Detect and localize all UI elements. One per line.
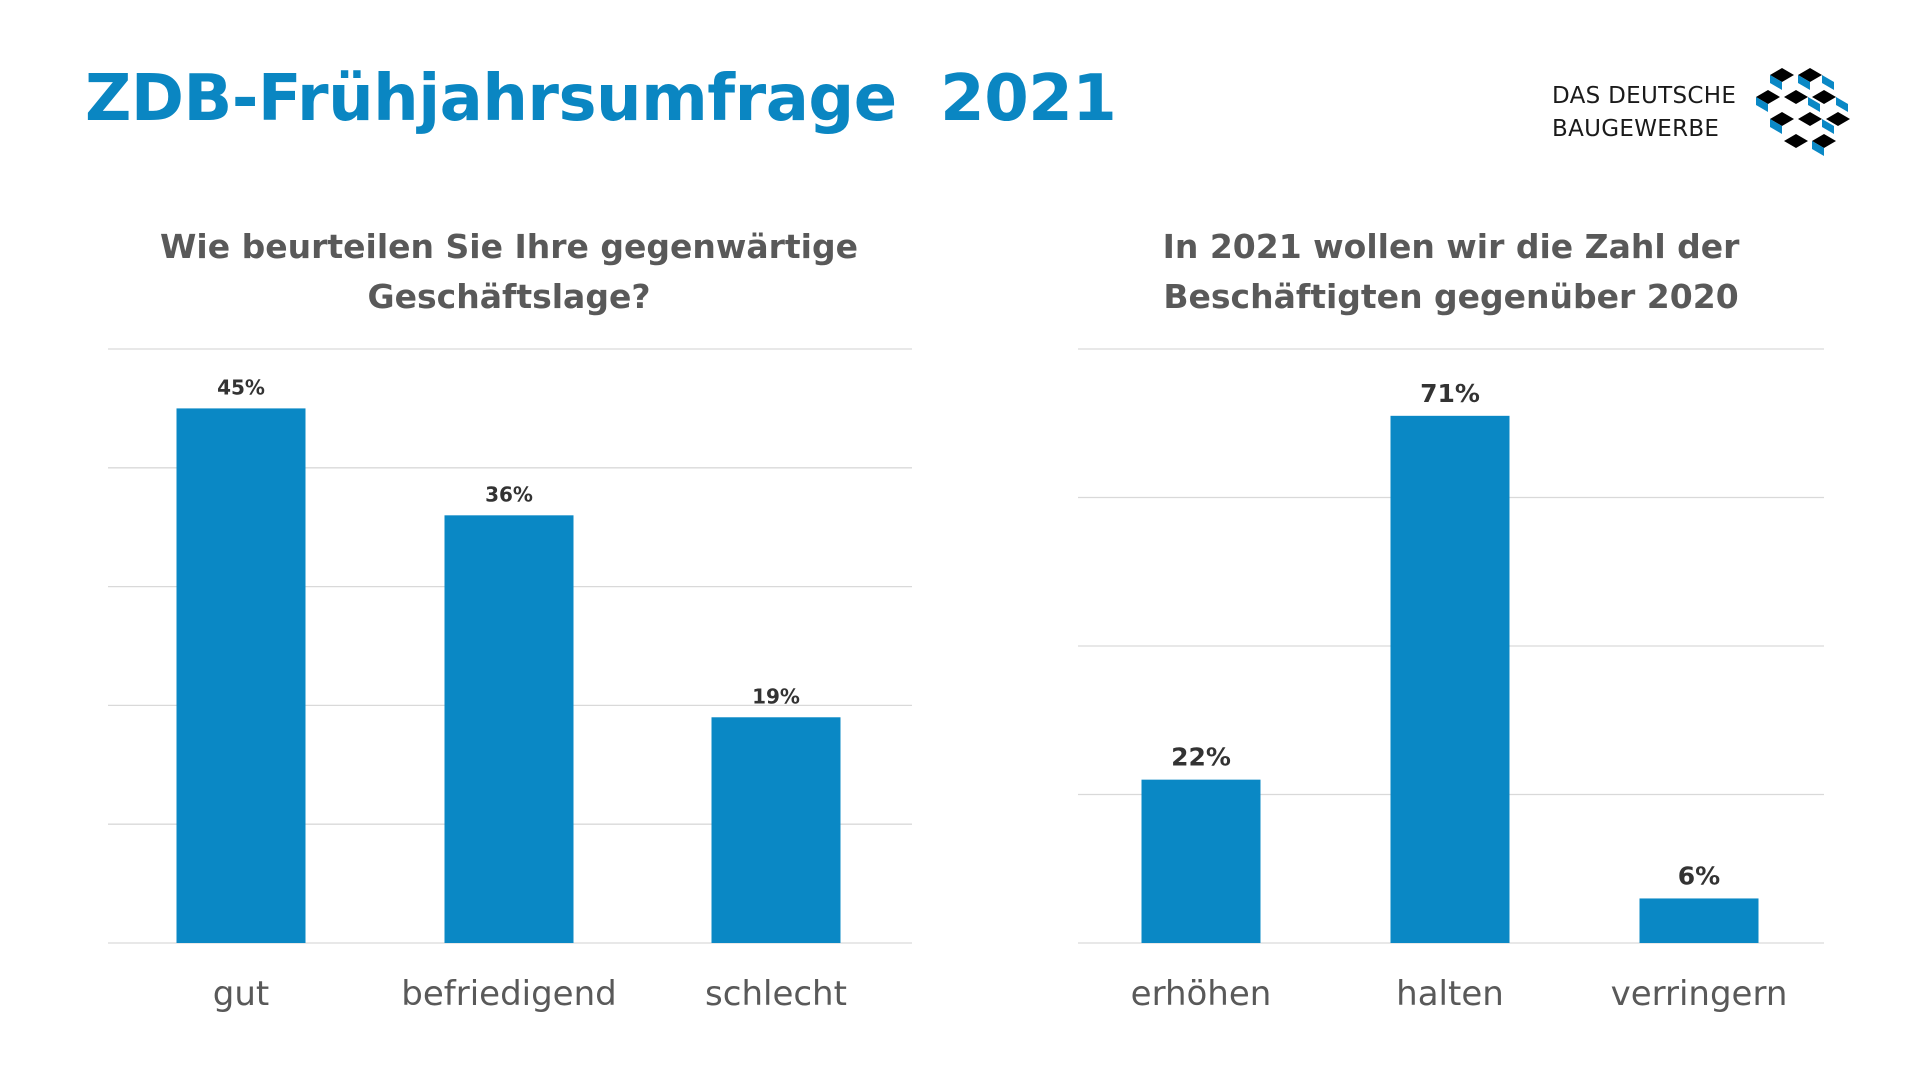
page-title: ZDB-Frühjahrsumfrage 2021 <box>85 62 1117 136</box>
brand-logo: DAS DEUTSCHE BAUGEWERBE <box>1552 68 1862 160</box>
data-label: 71% <box>1420 379 1480 408</box>
data-label: 22% <box>1171 743 1231 772</box>
data-label: 36% <box>485 482 533 506</box>
logo-cubes <box>1756 68 1850 156</box>
chart-left-title: Wie beurteilen Sie Ihre gegenwärtige Ges… <box>106 222 912 322</box>
logo-text-line1: DAS DEUTSCHE <box>1552 83 1737 109</box>
chart-right-title-line1: In 2021 wollen wir die Zahl der <box>1162 227 1740 266</box>
chart-right-title: In 2021 wollen wir die Zahl der Beschäft… <box>1078 222 1824 322</box>
logo-text: DAS DEUTSCHE BAUGEWERBE <box>1552 80 1736 146</box>
bar-schlecht <box>711 717 841 943</box>
chart-left-title-line1: Wie beurteilen Sie Ihre gegenwärtige <box>160 227 858 266</box>
x-tick-label: gut <box>213 974 269 1014</box>
logo-text-line2: BAUGEWERBE <box>1552 116 1720 142</box>
bar-verringern <box>1639 898 1759 943</box>
bar-erhöhen <box>1141 779 1261 943</box>
bar-befriedigend <box>444 515 574 943</box>
x-tick-label: schlecht <box>705 974 847 1014</box>
x-tick-label: halten <box>1396 974 1504 1014</box>
data-label: 45% <box>217 375 265 399</box>
chart-right-title-line2: Beschäftigten gegenüber 2020 <box>1163 277 1739 316</box>
cube-stack-icon <box>1756 68 1850 156</box>
chart-left-title-line2: Geschäftslage? <box>367 277 651 316</box>
bar-gut <box>176 408 306 943</box>
data-label: 19% <box>752 684 800 708</box>
x-tick-label: erhöhen <box>1131 974 1272 1014</box>
x-tick-label: befriedigend <box>401 974 616 1014</box>
bar-halten <box>1390 415 1510 943</box>
data-label: 6% <box>1678 861 1720 890</box>
x-tick-label: verringern <box>1611 974 1788 1014</box>
